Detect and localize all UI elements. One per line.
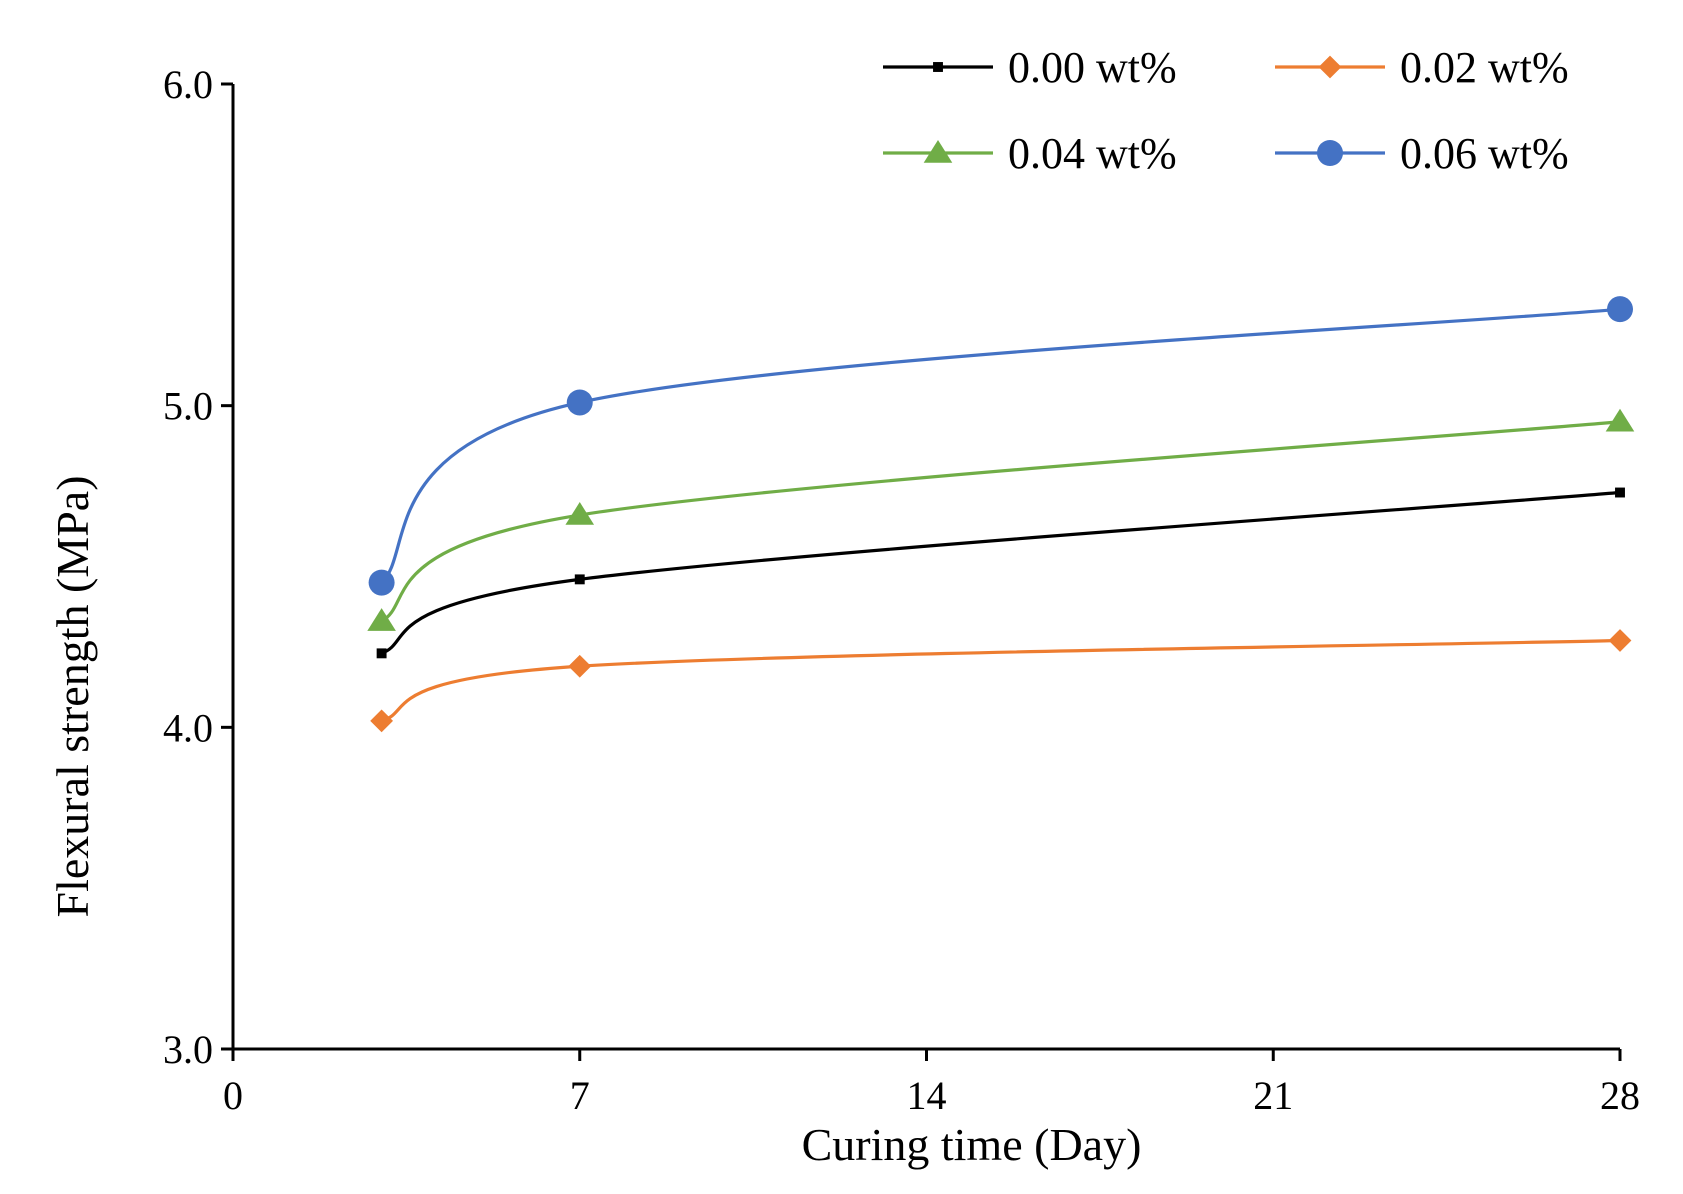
legend-label: 0.00 wt% <box>1008 43 1177 92</box>
data-point <box>370 709 394 733</box>
x-axis-title: Curing time (Day) <box>802 1119 1142 1170</box>
data-point <box>1607 296 1633 323</box>
legend-label: 0.02 wt% <box>1400 43 1569 92</box>
y-tick-label: 3.0 <box>163 1027 213 1072</box>
data-point <box>376 648 387 659</box>
series-line <box>380 420 1621 623</box>
y-tick-label: 5.0 <box>163 384 213 429</box>
legend-entry: 0.02 wt% <box>1275 43 1569 92</box>
series-2 <box>367 408 1635 631</box>
data-point <box>1605 408 1635 432</box>
legend-label: 0.06 wt% <box>1400 129 1569 178</box>
legend-marker <box>923 140 953 163</box>
data-point <box>566 389 593 416</box>
axes: 3.0 4.0 5.0 6.0 0 7 14 21 28 <box>163 62 1640 1118</box>
series-1 <box>370 629 1632 733</box>
x-tick-label: 0 <box>223 1073 243 1118</box>
plot-series <box>367 296 1635 733</box>
legend-marker <box>1317 140 1343 166</box>
legend-marker <box>1318 55 1342 79</box>
legend: 0.00 wt% 0.02 wt% 0.04 wt% 0.06 wt% <box>883 43 1569 178</box>
data-point <box>568 654 592 678</box>
x-tick-label: 14 <box>907 1073 947 1118</box>
series-line <box>380 307 1621 584</box>
data-point <box>574 574 585 585</box>
data-point <box>565 502 595 525</box>
x-tick-label: 21 <box>1253 1073 1293 1118</box>
y-axis-title: Flexural strength (MPa) <box>47 475 98 917</box>
data-point <box>1608 629 1632 652</box>
legend-label: 0.04 wt% <box>1008 129 1177 178</box>
data-point <box>1615 487 1625 498</box>
data-point <box>368 569 395 596</box>
y-tick-label: 4.0 <box>163 705 213 750</box>
x-tick-label: 28 <box>1600 1073 1640 1118</box>
data-point <box>367 608 396 631</box>
y-tick-label: 6.0 <box>163 62 213 107</box>
legend-marker <box>933 62 943 72</box>
legend-entry: 0.00 wt% <box>883 43 1177 92</box>
legend-entry: 0.04 wt% <box>883 129 1177 178</box>
series-line <box>381 490 1621 655</box>
series-0 <box>376 487 1625 659</box>
x-tick-label: 7 <box>570 1073 590 1118</box>
series-3 <box>368 296 1633 596</box>
series-line <box>381 638 1621 723</box>
legend-entry: 0.06 wt% <box>1275 129 1569 178</box>
